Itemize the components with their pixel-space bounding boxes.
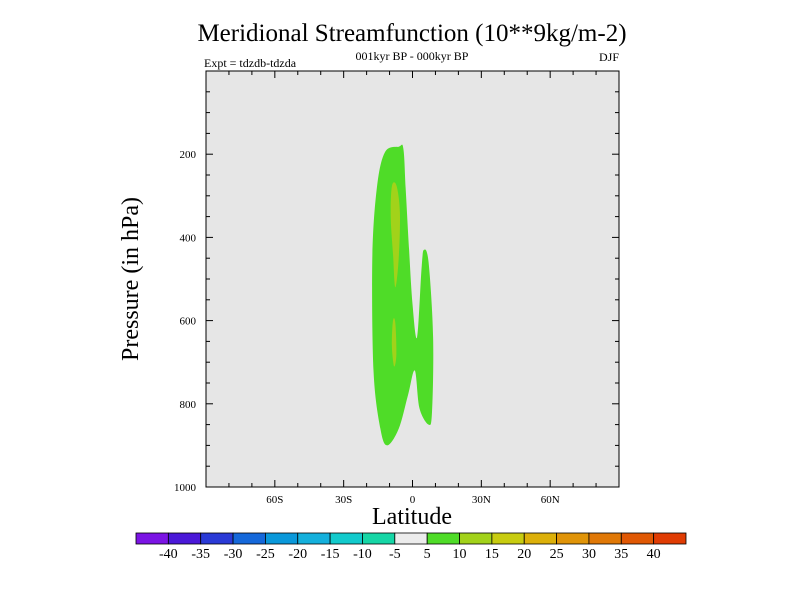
colorbar-label: 25 <box>550 547 564 562</box>
x-tick-label: 60N <box>541 494 560 506</box>
colorbar-swatch <box>329 532 363 545</box>
colorbar-label: 5 <box>424 547 431 562</box>
colorbar-label: -35 <box>191 547 210 562</box>
x-tick-label: 30S <box>335 494 352 506</box>
colorbar-swatch <box>556 532 590 545</box>
colorbar-swatch <box>200 532 234 545</box>
colorbar-swatch <box>426 532 460 545</box>
contour-region-1 <box>372 144 434 446</box>
colorbar-label: -15 <box>321 547 340 562</box>
colorbar-label: -30 <box>224 547 243 562</box>
x-tick-label: 30N <box>472 494 491 506</box>
colorbar-swatch <box>459 532 493 545</box>
contour-region-3 <box>391 318 397 367</box>
colorbar-swatch <box>394 532 428 545</box>
axis-ticks <box>205 70 620 488</box>
colorbar-label: -25 <box>256 547 275 562</box>
colorbar-swatch <box>588 532 622 545</box>
chart-title: Meridional Streamfunction (10**9kg/m-2) <box>197 20 626 47</box>
x-tick-label: 60S <box>266 494 283 506</box>
y-tick-labels: 200 400 600 800 1000 <box>174 149 197 494</box>
colorbar-label: 20 <box>517 547 531 562</box>
colorbar-label: 10 <box>453 547 467 562</box>
colorbar-label: -10 <box>353 547 372 562</box>
colorbar-label: 15 <box>485 547 499 562</box>
colorbar-label: -20 <box>288 547 307 562</box>
left-label: Expt = tdzdb-tdzda <box>204 56 297 70</box>
colorbar-swatch <box>297 532 331 545</box>
colorbar-swatch <box>232 532 266 545</box>
plot-area <box>206 71 619 487</box>
colorbar-swatch <box>523 532 557 545</box>
y-tick-label: 600 <box>180 316 197 328</box>
y-tick-label: 800 <box>180 399 197 411</box>
colorbar-label: 35 <box>614 547 628 562</box>
right-label: DJF <box>599 50 619 64</box>
colorbar-swatch <box>491 532 525 545</box>
y-tick-label: 200 <box>180 149 197 161</box>
colorbar-swatch <box>167 532 202 545</box>
y-axis-label: Pressure (in hPa) <box>118 197 144 361</box>
colorbar-label: 40 <box>647 547 661 562</box>
colorbar-label: -40 <box>159 547 178 562</box>
y-tick-label: 400 <box>180 232 197 244</box>
y-tick-label: 1000 <box>174 482 197 494</box>
x-tick-labels: 60S 30S 0 30N 60N <box>266 494 559 506</box>
chart-subtitle: 001kyr BP - 000kyr BP <box>356 49 469 63</box>
colorbar-swatch <box>265 532 299 545</box>
x-tick-label: 0 <box>410 494 416 506</box>
colorbar-swatch <box>620 532 655 545</box>
colorbar-label: -5 <box>389 547 401 562</box>
contour-region-2 <box>390 182 401 288</box>
colorbar: -40 -35 -30 -25 -20 -15 -10 -5 5 10 15 20 25 30 35 40 <box>135 532 687 562</box>
contour-regions <box>372 144 434 446</box>
x-axis-label: Latitude <box>372 504 452 530</box>
colorbar-label: 30 <box>582 547 596 562</box>
colorbar-swatch <box>362 532 396 545</box>
colorbar-swatch <box>653 532 687 545</box>
colorbar-swatch <box>135 532 169 545</box>
